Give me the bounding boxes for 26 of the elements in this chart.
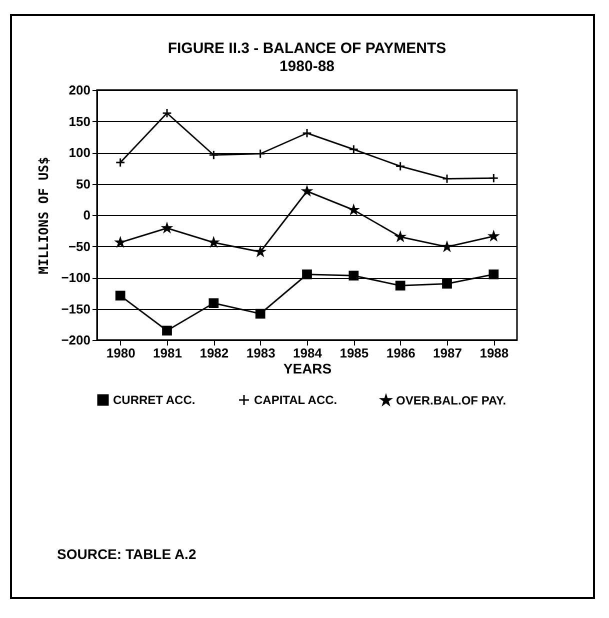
y-tick-label: 0 — [83, 208, 90, 222]
x-tick-label: 1986 — [386, 346, 416, 360]
y-tick-label: −50 — [68, 238, 90, 254]
x-axis-title: YEARS — [283, 360, 332, 376]
y-tick-label: 100 — [68, 145, 90, 160]
x-tick-label: 1982 — [200, 346, 229, 360]
legend-label: OVER.BAL.OF PAY. — [396, 393, 506, 408]
source-note: SOURCE: TABLE A.2 — [57, 546, 196, 562]
x-tick-label: 1985 — [340, 346, 369, 360]
y-axis-title: MILLIONS OF US$ — [37, 156, 52, 274]
y-tick-label: −200 — [61, 332, 90, 348]
y-tick-label: 150 — [68, 114, 90, 129]
y-tick-label: 50 — [76, 176, 90, 192]
chart-title: FIGURE II.3 - BALANCE OF PAYMENTS — [168, 40, 446, 57]
x-tick-label: 1980 — [106, 346, 136, 360]
y-tick-label: −100 — [61, 270, 90, 285]
y-tick-label: −150 — [61, 301, 90, 316]
legend-label: CAPITAL ACC. — [254, 393, 338, 407]
x-tick-label: 1988 — [480, 346, 509, 360]
x-tick-label: 1984 — [293, 346, 323, 360]
chart-subtitle: 1980-88 — [279, 58, 335, 75]
x-tick-label: 1983 — [246, 346, 276, 360]
x-tick-label: 1981 — [153, 346, 182, 360]
y-tick-label: 200 — [68, 82, 90, 98]
x-tick-label: 1987 — [433, 346, 462, 360]
legend-label: CURRET ACC. — [113, 393, 196, 407]
